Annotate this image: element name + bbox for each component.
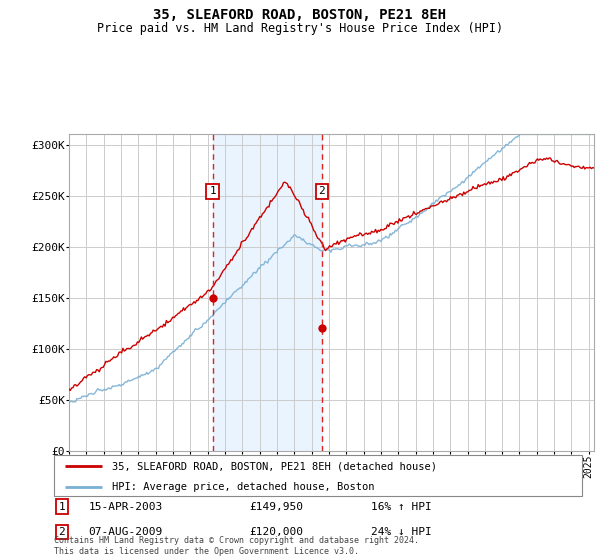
Text: 35, SLEAFORD ROAD, BOSTON, PE21 8EH (detached house): 35, SLEAFORD ROAD, BOSTON, PE21 8EH (det… — [112, 461, 437, 471]
Text: 15-APR-2003: 15-APR-2003 — [88, 502, 163, 512]
Text: £149,950: £149,950 — [250, 502, 304, 512]
Text: Price paid vs. HM Land Registry's House Price Index (HPI): Price paid vs. HM Land Registry's House … — [97, 22, 503, 35]
Text: 35, SLEAFORD ROAD, BOSTON, PE21 8EH: 35, SLEAFORD ROAD, BOSTON, PE21 8EH — [154, 8, 446, 22]
Text: 07-AUG-2009: 07-AUG-2009 — [88, 527, 163, 537]
Text: HPI: Average price, detached house, Boston: HPI: Average price, detached house, Bost… — [112, 482, 374, 492]
Text: 2: 2 — [319, 186, 325, 197]
Text: 16% ↑ HPI: 16% ↑ HPI — [371, 502, 431, 512]
Text: 1: 1 — [59, 502, 65, 512]
Text: 1: 1 — [209, 186, 216, 197]
Text: Contains HM Land Registry data © Crown copyright and database right 2024.
This d: Contains HM Land Registry data © Crown c… — [54, 536, 419, 556]
Bar — [212, 134, 322, 451]
FancyBboxPatch shape — [54, 455, 582, 496]
Text: £120,000: £120,000 — [250, 527, 304, 537]
Text: 2: 2 — [59, 527, 65, 537]
Text: 24% ↓ HPI: 24% ↓ HPI — [371, 527, 431, 537]
